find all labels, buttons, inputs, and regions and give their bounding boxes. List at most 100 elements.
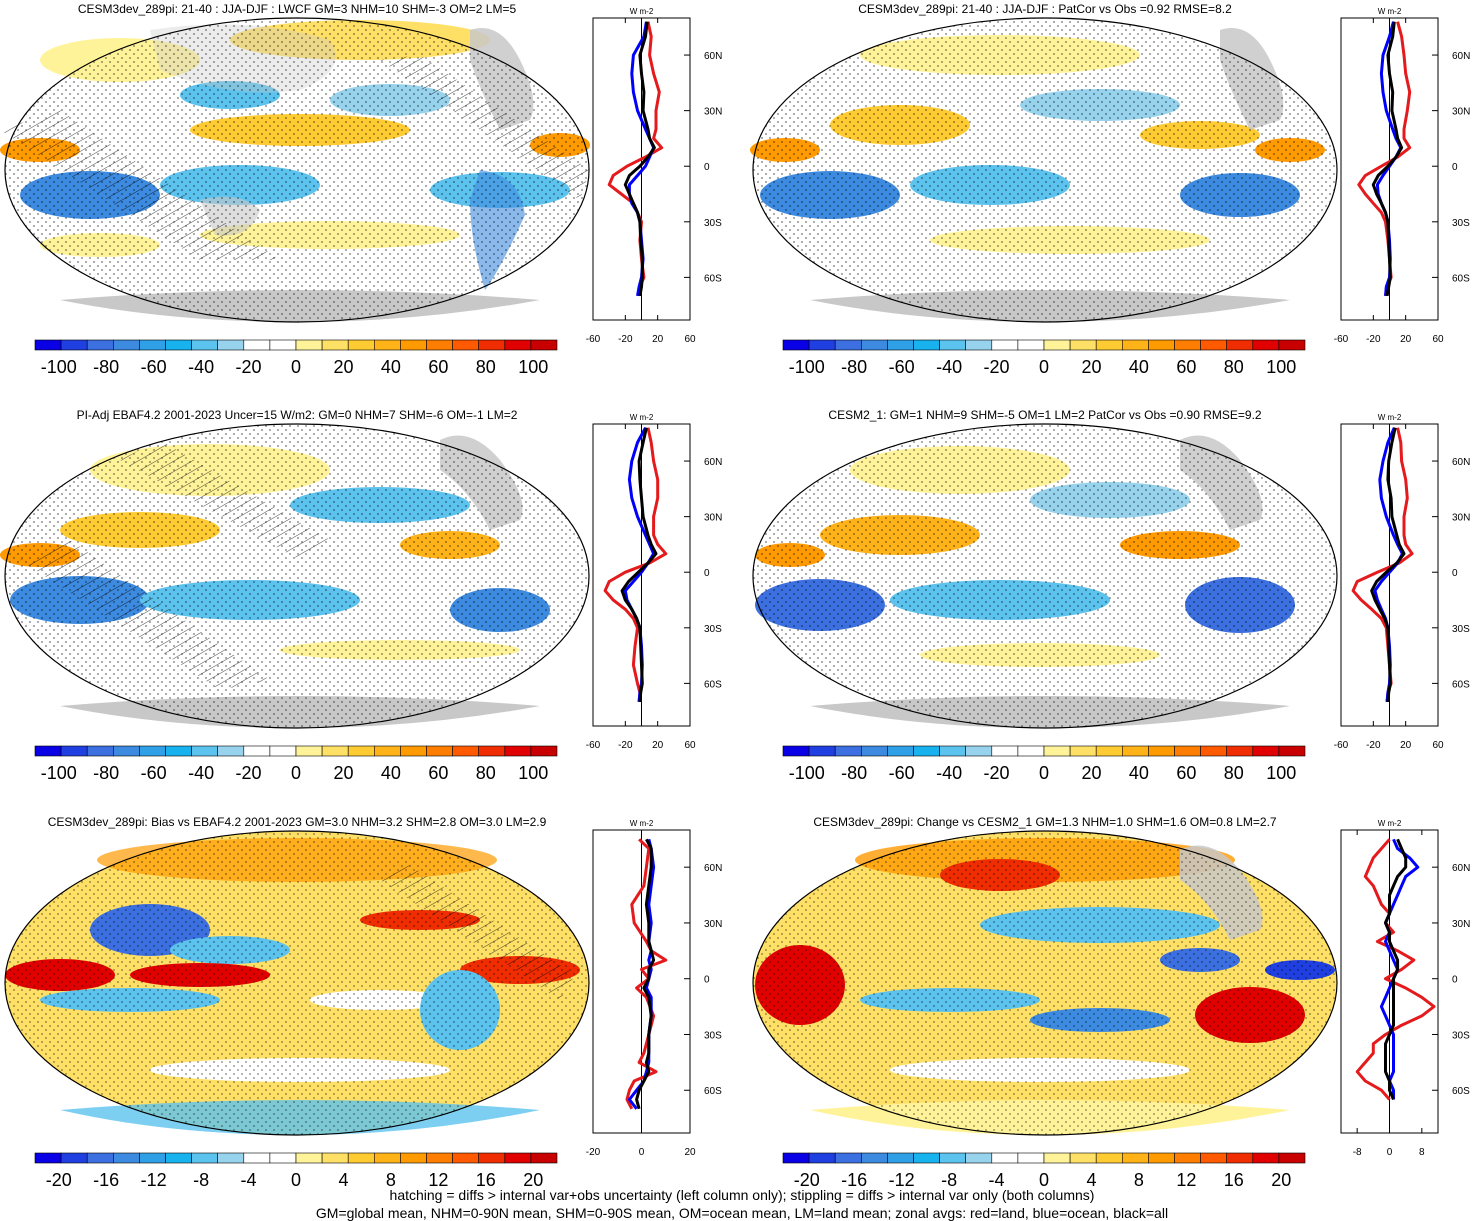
colorbar-swatch (139, 1152, 166, 1164)
panel-3: PI-Adj EBAF4.2 2001-2023 Uncer=15 W/m2: … (0, 408, 590, 729)
colorbar-swatch (373, 339, 401, 351)
panel-5-extras: -20 -16 -12 -8 -4 0 4 8 12 16 20 W m-2 -20 0 20 60N 30N 0… (34, 819, 722, 1190)
colorbar-swatch (452, 339, 480, 351)
colorbar-swatch (243, 339, 271, 351)
panel-1-extras: -100 -80 -60 -40 -20 0 20 40 60 80 100 W m-2 -60 -20 2… (34, 7, 722, 377)
colorbar-tick-label: 100 (518, 763, 548, 783)
colorbar-swatch (1069, 745, 1097, 757)
zonal-series-land (603, 427, 668, 703)
colorbar-swatch (1174, 1152, 1201, 1164)
colorbar-tick-label: -60 (141, 357, 167, 377)
colorbar-swatch (1278, 1152, 1306, 1164)
colorbar: -100 -80 -60 -40 -20 0 20 40 60 80 100 (782, 339, 1306, 377)
colorbar-swatch (139, 339, 166, 351)
colorbar-tick-label: -100 (41, 763, 77, 783)
zonal-lat-tick-label: 60S (1452, 273, 1470, 284)
zonal-unit-label: W m-2 (630, 413, 654, 422)
zonal-x-tick-label: -20 (618, 334, 633, 345)
zonal-unit-label: W m-2 (630, 7, 654, 16)
colorbar-tick-label: 20 (1081, 763, 1101, 783)
colorbar-tick-label: 100 (1266, 763, 1296, 783)
colorbar-tick-label: -20 (794, 1170, 820, 1190)
panel-6-extras: -20 -16 -12 -8 -4 0 4 8 12 16 20 W m-2 -8 0 8 60N 30N 0 30… (782, 819, 1470, 1190)
colorbar-tick-label: -12 (141, 1170, 167, 1190)
zonal-unit-label: W m-2 (1378, 819, 1402, 828)
colorbar-swatch (217, 745, 245, 757)
colorbar-swatch (478, 1152, 506, 1164)
colorbar-swatch (808, 339, 836, 351)
colorbar-swatch (1252, 339, 1280, 351)
colorbar-swatch (1069, 1152, 1097, 1164)
colorbar-tick-label: -4 (241, 1170, 257, 1190)
colorbar-swatch (321, 1152, 349, 1164)
colorbar-tick-label: 40 (1129, 763, 1149, 783)
colorbar-swatch (347, 745, 375, 757)
zonal-unit-label: W m-2 (630, 819, 654, 828)
colorbar-tick-label: -80 (841, 357, 867, 377)
colorbar-swatch (34, 1152, 62, 1164)
colorbar-swatch (1095, 745, 1123, 757)
colorbar-swatch (60, 745, 88, 757)
colorbar-tick-label: 4 (1086, 1170, 1096, 1190)
colorbar-swatch (1122, 1152, 1149, 1164)
colorbar-tick-label: 0 (291, 1170, 301, 1190)
colorbar-swatch (939, 745, 966, 757)
zonal-x-tick-label: 20 (652, 740, 664, 751)
colorbar-swatch (60, 339, 88, 351)
colorbar-tick-label: 0 (1039, 1170, 1049, 1190)
panel-2: CESM3dev_289pi: 21-40 : JJA-DJF : PatCor… (750, 2, 1338, 323)
colorbar-swatch (1017, 339, 1045, 351)
panel-2-title: CESM3dev_289pi: 21-40 : JJA-DJF : PatCor… (858, 2, 1232, 16)
zonal-lat-tick-label: 0 (704, 162, 710, 173)
zonal-lat-tick-label: 30S (704, 218, 722, 229)
colorbar-swatch (1174, 339, 1201, 351)
colorbar: -100 -80 -60 -40 -20 0 20 40 60 80 100 (34, 745, 558, 783)
zonal-lat-tick-label: 60S (704, 1086, 722, 1097)
colorbar-swatch (34, 745, 62, 757)
colorbar-swatch (400, 339, 427, 351)
colorbar-swatch (808, 1152, 836, 1164)
colorbar-tick-label: -20 (236, 763, 262, 783)
colorbar-swatch (321, 339, 349, 351)
zonal-x-tick-label: 60 (1432, 334, 1444, 345)
colorbar-swatch (113, 745, 140, 757)
colorbar-swatch (139, 745, 166, 757)
colorbar-swatch (191, 339, 219, 351)
colorbar-swatch (295, 745, 323, 757)
panel-6-title: CESM3dev_289pi: Change vs CESM2_1 GM=1.3… (813, 815, 1277, 829)
colorbar-tick-label: -20 (236, 357, 262, 377)
colorbar-tick-label: -12 (889, 1170, 915, 1190)
colorbar-swatch (939, 339, 966, 351)
zonal-x-tick-label: 20 (684, 1147, 696, 1158)
footer-line-1: hatching = diffs > internal var+obs unce… (390, 1187, 1095, 1203)
colorbar-swatch (1200, 339, 1227, 351)
colorbar-swatch (243, 745, 271, 757)
zonal-mean-panel: W m-2 -60 -20 20 60 60N 30N 0 30S 60S (586, 413, 723, 751)
colorbar-tick-label: -100 (789, 763, 825, 783)
colorbar-swatch (243, 1152, 271, 1164)
zonal-lat-tick-label: 30S (1452, 218, 1470, 229)
zonal-x-tick-label: -20 (1366, 334, 1381, 345)
colorbar-swatch (1148, 339, 1175, 351)
colorbar-swatch (834, 1152, 862, 1164)
footer-line-2: GM=global mean, NHM=0-90N mean, SHM=0-90… (316, 1205, 1168, 1221)
colorbar-swatch (530, 339, 558, 351)
colorbar-swatch (1252, 1152, 1280, 1164)
zonal-x-tick-label: 20 (1400, 740, 1412, 751)
panel-5: CESM3dev_289pi: Bias vs EBAF4.2 2001-202… (4, 815, 590, 1136)
colorbar-swatch (1278, 745, 1306, 757)
zonal-series-land (607, 21, 664, 297)
colorbar-swatch (426, 745, 453, 757)
zonal-x-tick-label: -20 (1366, 740, 1381, 751)
colorbar-swatch (1069, 339, 1097, 351)
colorbar-swatch (34, 339, 62, 351)
colorbar-tick-label: 8 (1134, 1170, 1144, 1190)
zonal-x-tick-label: -20 (618, 740, 633, 751)
panel-4: CESM2_1: GM=1 NHM=9 SHM=-5 OM=1 LM=2 Pat… (752, 408, 1338, 729)
colorbar-tick-label: 40 (381, 763, 401, 783)
colorbar-swatch (1122, 745, 1149, 757)
colorbar-swatch (1226, 745, 1254, 757)
colorbar-tick-label: 16 (1224, 1170, 1244, 1190)
colorbar-swatch (1226, 1152, 1254, 1164)
colorbar-tick-label: -40 (936, 763, 962, 783)
